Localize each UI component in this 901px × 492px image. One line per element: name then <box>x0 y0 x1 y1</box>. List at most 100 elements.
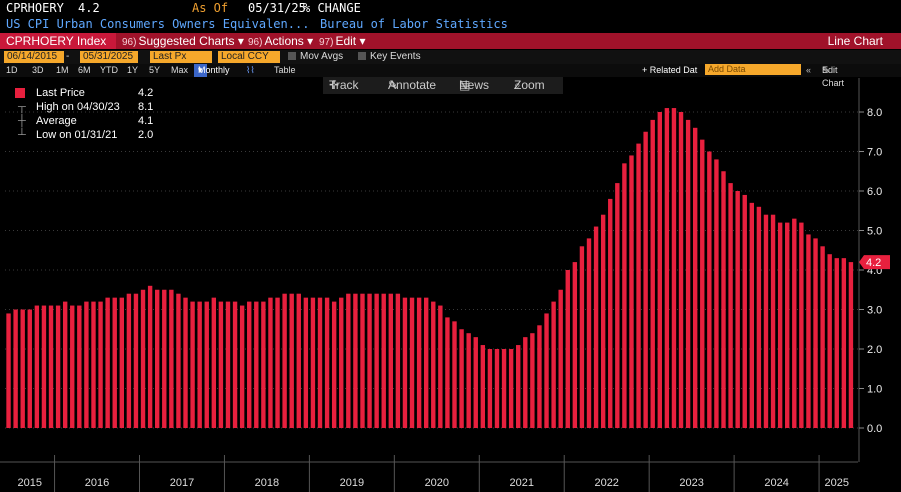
bar[interactable] <box>841 258 847 428</box>
bar[interactable] <box>792 218 797 428</box>
bar[interactable] <box>586 238 592 428</box>
bar[interactable] <box>523 337 528 428</box>
bar[interactable] <box>537 325 542 428</box>
bar[interactable] <box>763 214 769 428</box>
bar[interactable] <box>275 297 280 428</box>
edit-menu[interactable]: 97) Edit ▾ <box>319 33 366 51</box>
bar[interactable] <box>579 246 585 428</box>
bar[interactable] <box>34 305 40 428</box>
bar[interactable] <box>671 108 677 429</box>
bar[interactable] <box>551 301 556 428</box>
bar[interactable] <box>388 293 393 428</box>
bar[interactable] <box>685 119 691 429</box>
price-field-select[interactable]: Last Px <box>150 51 212 63</box>
bar[interactable] <box>834 258 839 428</box>
bar[interactable] <box>190 301 195 428</box>
bar[interactable] <box>204 301 209 428</box>
suggested-charts-menu[interactable]: 96) Suggested Charts ▾ <box>122 33 244 51</box>
actions-menu[interactable]: 96) Actions ▾ <box>248 33 313 51</box>
bar[interactable] <box>119 297 124 428</box>
bar[interactable] <box>785 222 790 428</box>
bar[interactable] <box>62 301 68 428</box>
bar[interactable] <box>183 297 188 428</box>
bar[interactable] <box>593 226 599 428</box>
index-label[interactable]: CPRHOERY Index <box>0 33 116 49</box>
bar[interactable] <box>331 301 337 428</box>
bar[interactable] <box>70 305 75 428</box>
bar[interactable] <box>155 289 160 428</box>
period-1y[interactable]: 1Y <box>127 65 139 75</box>
bar[interactable] <box>565 270 570 428</box>
bar[interactable] <box>480 345 486 428</box>
bar[interactable] <box>643 131 648 428</box>
bar[interactable] <box>608 198 613 428</box>
bar[interactable] <box>48 305 54 428</box>
bar[interactable] <box>452 321 457 428</box>
chart-type-label[interactable]: Line Chart <box>827 34 883 48</box>
bar[interactable] <box>438 305 443 428</box>
bar[interactable] <box>615 183 620 428</box>
bar[interactable] <box>105 297 110 428</box>
bar[interactable] <box>353 293 358 428</box>
bar[interactable] <box>678 112 684 428</box>
bar[interactable] <box>487 349 493 428</box>
bar[interactable] <box>409 297 415 428</box>
bar[interactable] <box>657 112 662 428</box>
bar[interactable] <box>303 297 309 428</box>
bar[interactable] <box>360 293 365 428</box>
bar[interactable] <box>55 305 61 428</box>
bar[interactable] <box>728 183 733 428</box>
legend-last-price[interactable]: Last Price 4.2 <box>10 86 158 100</box>
bar[interactable] <box>516 345 521 428</box>
period-6m[interactable]: 6M <box>78 65 91 75</box>
bar[interactable] <box>133 293 139 428</box>
bar[interactable] <box>282 293 287 428</box>
bar[interactable] <box>232 301 238 428</box>
end-date-field[interactable]: 05/31/2025 <box>80 51 138 63</box>
bar[interactable] <box>261 301 266 428</box>
add-data-input[interactable]: Add Data <box>705 64 801 75</box>
bar[interactable] <box>239 305 245 428</box>
bar[interactable] <box>707 151 712 429</box>
bar[interactable] <box>402 297 408 428</box>
bar[interactable] <box>6 313 11 428</box>
bar[interactable] <box>848 262 854 428</box>
bar[interactable] <box>367 293 372 428</box>
bar[interactable] <box>247 301 252 428</box>
bar[interactable] <box>622 163 627 428</box>
bar[interactable] <box>416 297 422 428</box>
bar[interactable] <box>169 289 174 428</box>
bar[interactable] <box>395 293 401 428</box>
bar[interactable] <box>339 297 344 428</box>
bar[interactable] <box>494 349 500 428</box>
period-max[interactable]: Max <box>171 65 189 75</box>
mov-avgs-toggle[interactable]: Mov Avgs <box>288 50 343 64</box>
bar[interactable] <box>431 301 436 428</box>
bar[interactable] <box>806 234 811 428</box>
bar[interactable] <box>473 337 478 428</box>
frequency-select[interactable]: Monthly ▾ <box>194 64 230 77</box>
bar[interactable] <box>501 349 507 428</box>
bar[interactable] <box>424 297 429 428</box>
bar[interactable] <box>636 143 641 428</box>
related-data-button[interactable]: + Related Dat <box>642 65 698 75</box>
bar[interactable] <box>346 293 351 428</box>
bar[interactable] <box>799 222 804 428</box>
bar[interactable] <box>211 297 217 428</box>
bar[interactable] <box>27 309 32 429</box>
bar[interactable] <box>41 305 47 428</box>
line-style-icon[interactable]: ⌇⌇ <box>246 65 255 75</box>
bar[interactable] <box>544 313 549 428</box>
bar[interactable] <box>317 297 323 428</box>
bar[interactable] <box>714 159 719 428</box>
bar[interactable] <box>162 289 167 428</box>
bar[interactable] <box>749 202 755 428</box>
ticker-symbol[interactable]: CPRHOERY <box>6 1 64 15</box>
start-date-field[interactable]: 06/14/2015 <box>4 51 64 63</box>
bar[interactable] <box>742 194 747 428</box>
bar[interactable] <box>721 171 726 428</box>
bar[interactable] <box>13 309 18 429</box>
collapse-icon[interactable]: « <box>806 65 812 75</box>
bar[interactable] <box>381 293 386 428</box>
bar[interactable] <box>466 333 471 428</box>
